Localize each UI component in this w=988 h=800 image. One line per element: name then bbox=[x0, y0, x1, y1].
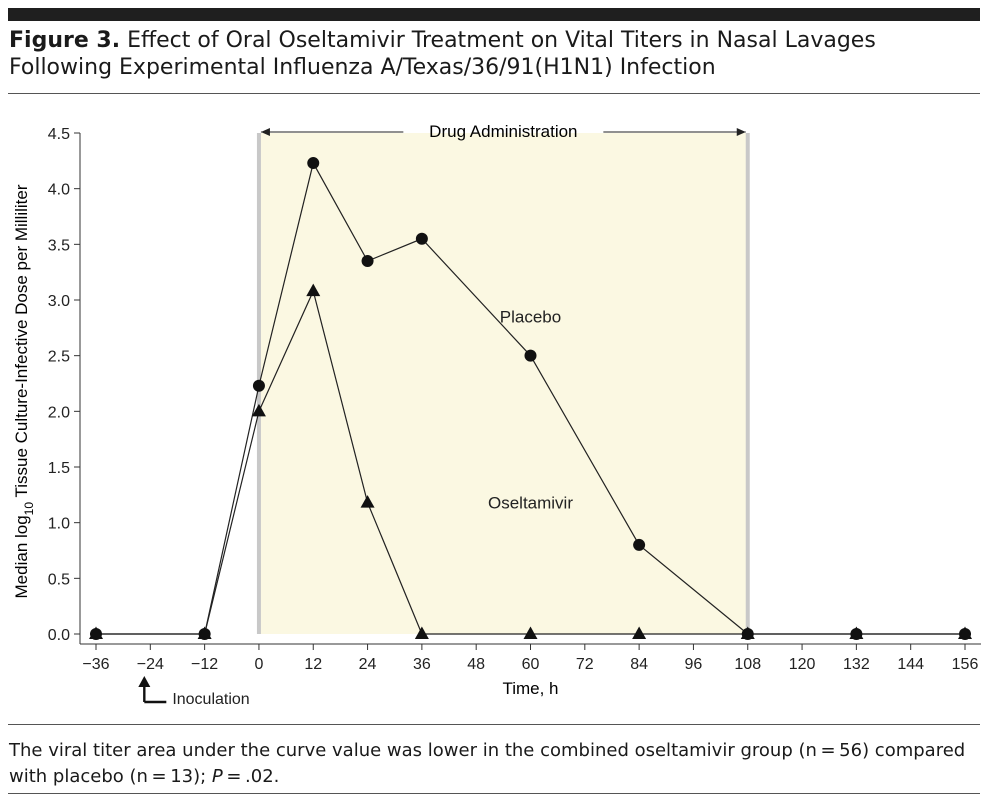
figure-title-text: Effect of Oral Oseltamivir Treatment on … bbox=[9, 28, 876, 80]
drug-administration-region bbox=[258, 133, 748, 634]
oseltamivir-point bbox=[89, 626, 103, 639]
figure-title: Figure 3. Effect of Oral Oseltamivir Tre… bbox=[9, 27, 977, 81]
x-tick-label: 48 bbox=[467, 656, 485, 673]
x-tick-label: 72 bbox=[576, 656, 594, 673]
oseltamivir-point bbox=[251, 403, 266, 417]
y-tick-label: 2.0 bbox=[48, 404, 70, 421]
inoculation-annotation: Inoculation bbox=[138, 676, 250, 708]
x-axis-label: Time, h bbox=[502, 679, 558, 698]
oseltamivir-label: Oseltamivir bbox=[488, 494, 573, 513]
placebo-point bbox=[633, 538, 646, 551]
caption-tail: = .02. bbox=[222, 766, 280, 787]
inoculation-label: Inoculation bbox=[172, 691, 249, 708]
drug-administration-label: Drug Administration bbox=[429, 122, 577, 141]
x-tick-label: −36 bbox=[82, 656, 109, 673]
placebo-label: Placebo bbox=[500, 308, 561, 327]
caption-text: The viral titer area under the curve val… bbox=[9, 740, 966, 787]
x-tick-label: 36 bbox=[413, 656, 431, 673]
y-tick-label: 4.0 bbox=[48, 182, 70, 199]
placebo-point bbox=[252, 379, 265, 392]
oseltamivir-point bbox=[849, 626, 864, 639]
y-tick-label: 0.0 bbox=[48, 627, 70, 644]
y-tick-label: 1.0 bbox=[48, 516, 70, 533]
title-rule bbox=[8, 93, 980, 94]
y-tick-label: 2.5 bbox=[48, 349, 70, 366]
x-tick-label: −12 bbox=[191, 656, 218, 673]
figure-label: Figure 3. bbox=[9, 28, 121, 53]
caption-top-rule bbox=[8, 724, 980, 725]
figure-caption: The viral titer area under the curve val… bbox=[9, 738, 977, 790]
chart: Drug Administration 0.0 0.5 1.0 1.5 2.0 2.5 3.… bbox=[12, 122, 981, 708]
y-axis-label: Median log10 Tissue Culture-Infective Do… bbox=[12, 184, 36, 598]
oseltamivir-point bbox=[740, 626, 755, 639]
y-tick-label: 4.5 bbox=[48, 126, 70, 143]
x-tick-label: 84 bbox=[630, 656, 648, 673]
caption-bottom-rule bbox=[8, 793, 980, 794]
y-tick-label: 3.5 bbox=[48, 237, 70, 254]
y-tick-label: 0.5 bbox=[48, 571, 70, 588]
x-tick-label: 60 bbox=[522, 656, 540, 673]
x-tick-label: 96 bbox=[685, 656, 703, 673]
placebo-point bbox=[524, 349, 537, 362]
placebo-point bbox=[361, 255, 374, 268]
inoculation-arrow-head bbox=[138, 676, 151, 687]
y-ticks: 0.0 0.5 1.0 1.5 2.0 2.5 3.0 3.5 4.0 4.5 bbox=[48, 126, 80, 644]
placebo-point bbox=[415, 232, 428, 245]
arrow-left-head bbox=[260, 128, 270, 136]
series-markers bbox=[89, 157, 972, 640]
y-tick-label: 1.5 bbox=[48, 460, 70, 477]
x-tick-label: 24 bbox=[359, 656, 377, 673]
x-tick-label: 132 bbox=[843, 656, 870, 673]
series-labels: Placebo Oseltamivir bbox=[488, 308, 573, 513]
oseltamivir-point bbox=[632, 626, 647, 639]
oseltamivir-point bbox=[523, 626, 538, 639]
x-tick-label: 144 bbox=[897, 656, 924, 673]
oseltamivir-point bbox=[414, 626, 429, 639]
oseltamivir-point bbox=[306, 283, 321, 297]
x-tick-label: 12 bbox=[304, 656, 322, 673]
caption-p: P bbox=[211, 766, 223, 787]
top-bar bbox=[8, 8, 980, 21]
y-tick-label: 3.0 bbox=[48, 293, 70, 310]
x-tick-label: −24 bbox=[137, 656, 164, 673]
oseltamivir-point bbox=[197, 626, 212, 639]
oseltamivir-point bbox=[958, 626, 972, 639]
drug-administration-arrow bbox=[260, 128, 746, 136]
placebo-point bbox=[307, 157, 320, 170]
oseltamivir-point bbox=[360, 495, 375, 508]
x-tick-label: 156 bbox=[952, 656, 979, 673]
x-tick-label: 120 bbox=[789, 656, 816, 673]
x-ticks: −36 −24 −12 0 12 24 36 48 60 72 84 96 108 120 132 144 15… bbox=[82, 644, 978, 673]
x-tick-label: 108 bbox=[734, 656, 761, 673]
arrow-right-head bbox=[736, 128, 746, 136]
drug-administration-end-border bbox=[745, 133, 750, 634]
x-tick-label: 0 bbox=[254, 656, 263, 673]
